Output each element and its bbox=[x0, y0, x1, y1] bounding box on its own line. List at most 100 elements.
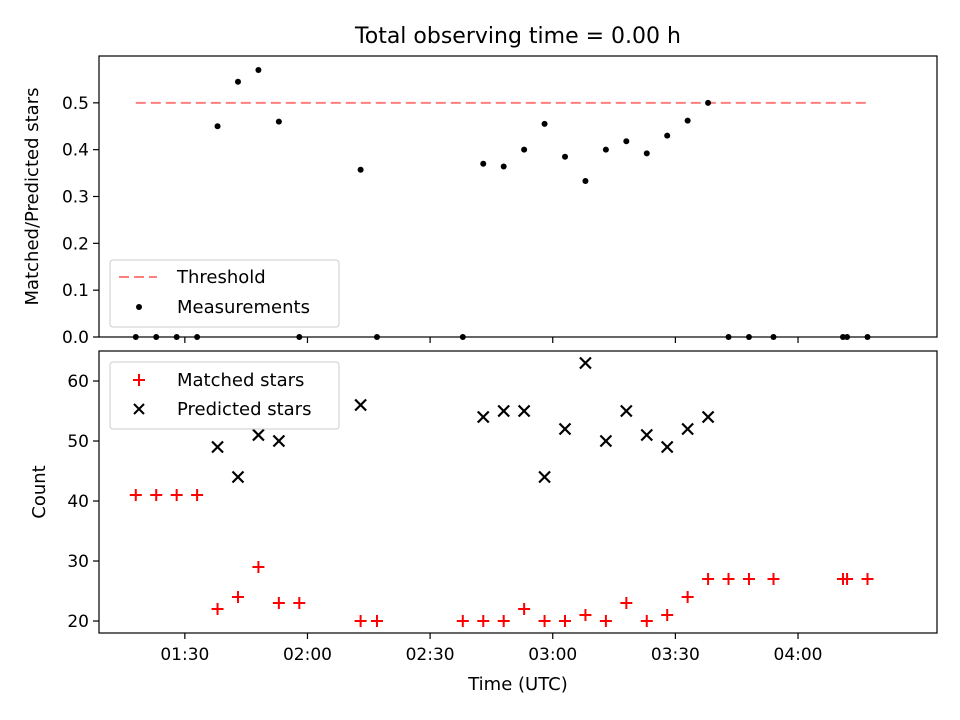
matched-stars-points bbox=[129, 489, 874, 627]
predicted-star-point bbox=[660, 440, 674, 454]
predicted-star-point bbox=[517, 404, 531, 418]
matched-star-point bbox=[620, 597, 633, 609]
measurement-point bbox=[602, 146, 609, 153]
matched-star-point bbox=[861, 573, 874, 585]
legend-threshold-label: Threshold bbox=[176, 267, 266, 288]
predicted-star-point bbox=[701, 410, 715, 424]
predicted-star-point-b bbox=[354, 398, 367, 412]
measurement-point bbox=[664, 132, 671, 139]
bottom-y-axis-label: Count bbox=[29, 465, 50, 518]
measurement-point bbox=[684, 117, 691, 124]
matched-star-point bbox=[599, 615, 612, 627]
bottom-panel: 20 30 40 50 60 01:30 02:00 02:30 03:00 03:30 04:0… bbox=[29, 350, 938, 695]
predicted-star-point bbox=[620, 404, 633, 418]
measurement-point bbox=[521, 146, 528, 153]
predicted-star-point bbox=[558, 422, 572, 436]
bottom-x-tick-label: 03:30 bbox=[651, 645, 700, 665]
top-y-tick-label: 0.1 bbox=[62, 281, 89, 301]
predicted-star-point-b bbox=[252, 428, 265, 442]
predicted-star-point bbox=[354, 398, 367, 412]
predicted-star-point bbox=[231, 470, 245, 484]
bottom-x-tick-label: 01:30 bbox=[160, 645, 209, 665]
matched-star-point bbox=[456, 615, 469, 627]
top-y-tick-label: 0.5 bbox=[62, 94, 89, 114]
top-plot-frame bbox=[98, 55, 938, 338]
predicted-star-point-b bbox=[538, 470, 551, 484]
matched-star-point bbox=[370, 615, 383, 627]
predicted-star-point-b bbox=[517, 404, 531, 418]
top-y-tick-label: 0.0 bbox=[62, 328, 89, 348]
predicted-star-point-b bbox=[660, 440, 674, 454]
bottom-x-tick-label: 03:00 bbox=[528, 645, 577, 665]
bottom-x-axis: 01:30 02:00 02:30 03:00 03:30 04:00 bbox=[160, 633, 823, 665]
bottom-y-axis: 20 30 40 50 60 bbox=[67, 372, 99, 632]
top-panel: 0.0 0.1 0.2 0.3 0.4 0.5 Matched/Predicted sta… bbox=[22, 55, 938, 348]
predicted-star-point bbox=[497, 404, 510, 418]
matched-star-point bbox=[722, 573, 735, 585]
measurement-point bbox=[643, 150, 650, 157]
legend-matched-swatch bbox=[133, 374, 145, 386]
legend-measurements-label: Measurements bbox=[177, 297, 310, 318]
matched-star-point bbox=[497, 615, 510, 627]
measurement-point bbox=[623, 138, 630, 145]
measurement-point bbox=[541, 120, 548, 127]
predicted-star-point-b bbox=[701, 410, 715, 424]
predicted-star-point-b bbox=[231, 470, 245, 484]
matched-star-point bbox=[252, 561, 265, 573]
predicted-star-point bbox=[681, 422, 694, 436]
matched-star-point bbox=[559, 615, 572, 627]
matched-star-point bbox=[272, 597, 285, 609]
matched-star-point bbox=[640, 615, 653, 627]
top-y-tick-label: 0.4 bbox=[62, 141, 89, 161]
bottom-plot-frame bbox=[98, 350, 938, 634]
predicted-star-point bbox=[272, 434, 286, 448]
bottom-y-tick-label: 50 bbox=[67, 432, 89, 452]
matched-star-point bbox=[231, 591, 244, 603]
predicted-star-point bbox=[538, 470, 551, 484]
legend-measurements-swatch bbox=[136, 304, 142, 310]
measurement-point bbox=[500, 163, 507, 170]
bottom-x-tick-label: 02:00 bbox=[283, 645, 332, 665]
top-y-axis: 0.0 0.1 0.2 0.3 0.4 0.5 bbox=[62, 94, 99, 348]
bottom-legend: Matched stars Predicted stars bbox=[109, 361, 340, 430]
measurement-point bbox=[255, 67, 262, 74]
predicted-star-point-b bbox=[272, 434, 286, 448]
measurement-point bbox=[705, 99, 712, 106]
predicted-star-point-b bbox=[558, 422, 572, 436]
predicted-star-point bbox=[579, 356, 592, 370]
measurement-point bbox=[480, 160, 487, 167]
bottom-x-axis-label: Time (UTC) bbox=[467, 674, 568, 695]
bottom-y-tick-label: 40 bbox=[67, 492, 89, 512]
bottom-y-tick-label: 20 bbox=[67, 612, 89, 632]
predicted-star-point-b bbox=[640, 428, 654, 442]
bottom-x-tick-label: 04:00 bbox=[774, 645, 823, 665]
legend-predicted-label: Predicted stars bbox=[177, 399, 311, 420]
top-y-tick-label: 0.2 bbox=[62, 234, 89, 254]
measurement-point bbox=[214, 123, 221, 130]
top-legend: Threshold Measurements bbox=[109, 259, 340, 328]
matched-star-point bbox=[579, 609, 592, 621]
bottom-x-tick-label: 02:30 bbox=[406, 645, 455, 665]
measurement-point bbox=[275, 118, 282, 125]
predicted-star-point-b bbox=[579, 356, 592, 370]
predicted-star-point-b bbox=[681, 422, 694, 436]
measurement-point bbox=[234, 78, 241, 85]
predicted-star-point-b bbox=[476, 410, 490, 424]
predicted-stars-points bbox=[211, 356, 715, 484]
matched-star-point bbox=[518, 603, 531, 615]
bottom-y-tick-label: 60 bbox=[67, 372, 89, 392]
predicted-star-point bbox=[476, 410, 490, 424]
bottom-y-tick-label: 30 bbox=[67, 552, 89, 572]
predicted-star-point-b bbox=[497, 404, 510, 418]
matched-star-point bbox=[191, 489, 204, 501]
matched-star-point bbox=[767, 573, 780, 585]
legend-matched-label: Matched stars bbox=[177, 370, 304, 391]
matched-star-point bbox=[150, 489, 163, 501]
matched-star-point bbox=[477, 615, 490, 627]
predicted-star-point-b bbox=[599, 434, 613, 448]
matched-star-point bbox=[538, 615, 551, 627]
matched-star-point bbox=[354, 615, 367, 627]
chart-title: Total observing time = 0.00 h bbox=[354, 24, 681, 49]
top-legend-box bbox=[109, 259, 340, 328]
